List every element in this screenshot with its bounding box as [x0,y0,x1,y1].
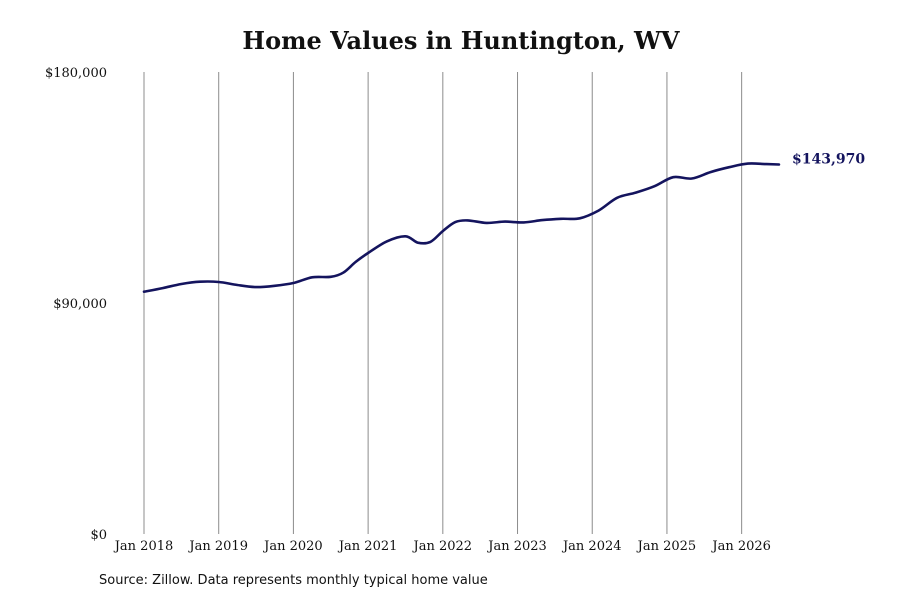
y-tick-label: $90,000 [53,297,107,312]
x-tick-label: Jan 2025 [636,539,697,554]
end-value-label: $143,970 [792,151,865,167]
y-tick-label: $180,000 [45,66,107,81]
x-tick-label: Jan 2018 [113,539,174,554]
y-tick-label: $0 [90,528,107,543]
y-axis-labels: $0 $90,000 $180,000 [45,66,107,543]
source-note: Source: Zillow. Data represents monthly … [99,573,488,588]
series-line [142,162,781,293]
x-tick-label: Jan 2023 [486,539,547,554]
x-tick-label: Jan 2022 [412,539,473,554]
vertical-gridlines [143,72,743,534]
x-tick-label: Jan 2019 [187,539,248,554]
x-tick-label: Jan 2021 [337,539,398,554]
chart-title: Home Values in Huntington, WV [242,26,680,55]
x-tick-label: Jan 2020 [262,539,323,554]
x-axis-labels: Jan 2018 Jan 2019 Jan 2020 Jan 2021 Jan 2022… [113,539,771,554]
x-tick-label: Jan 2026 [710,539,771,554]
x-tick-label: Jan 2024 [561,539,622,554]
